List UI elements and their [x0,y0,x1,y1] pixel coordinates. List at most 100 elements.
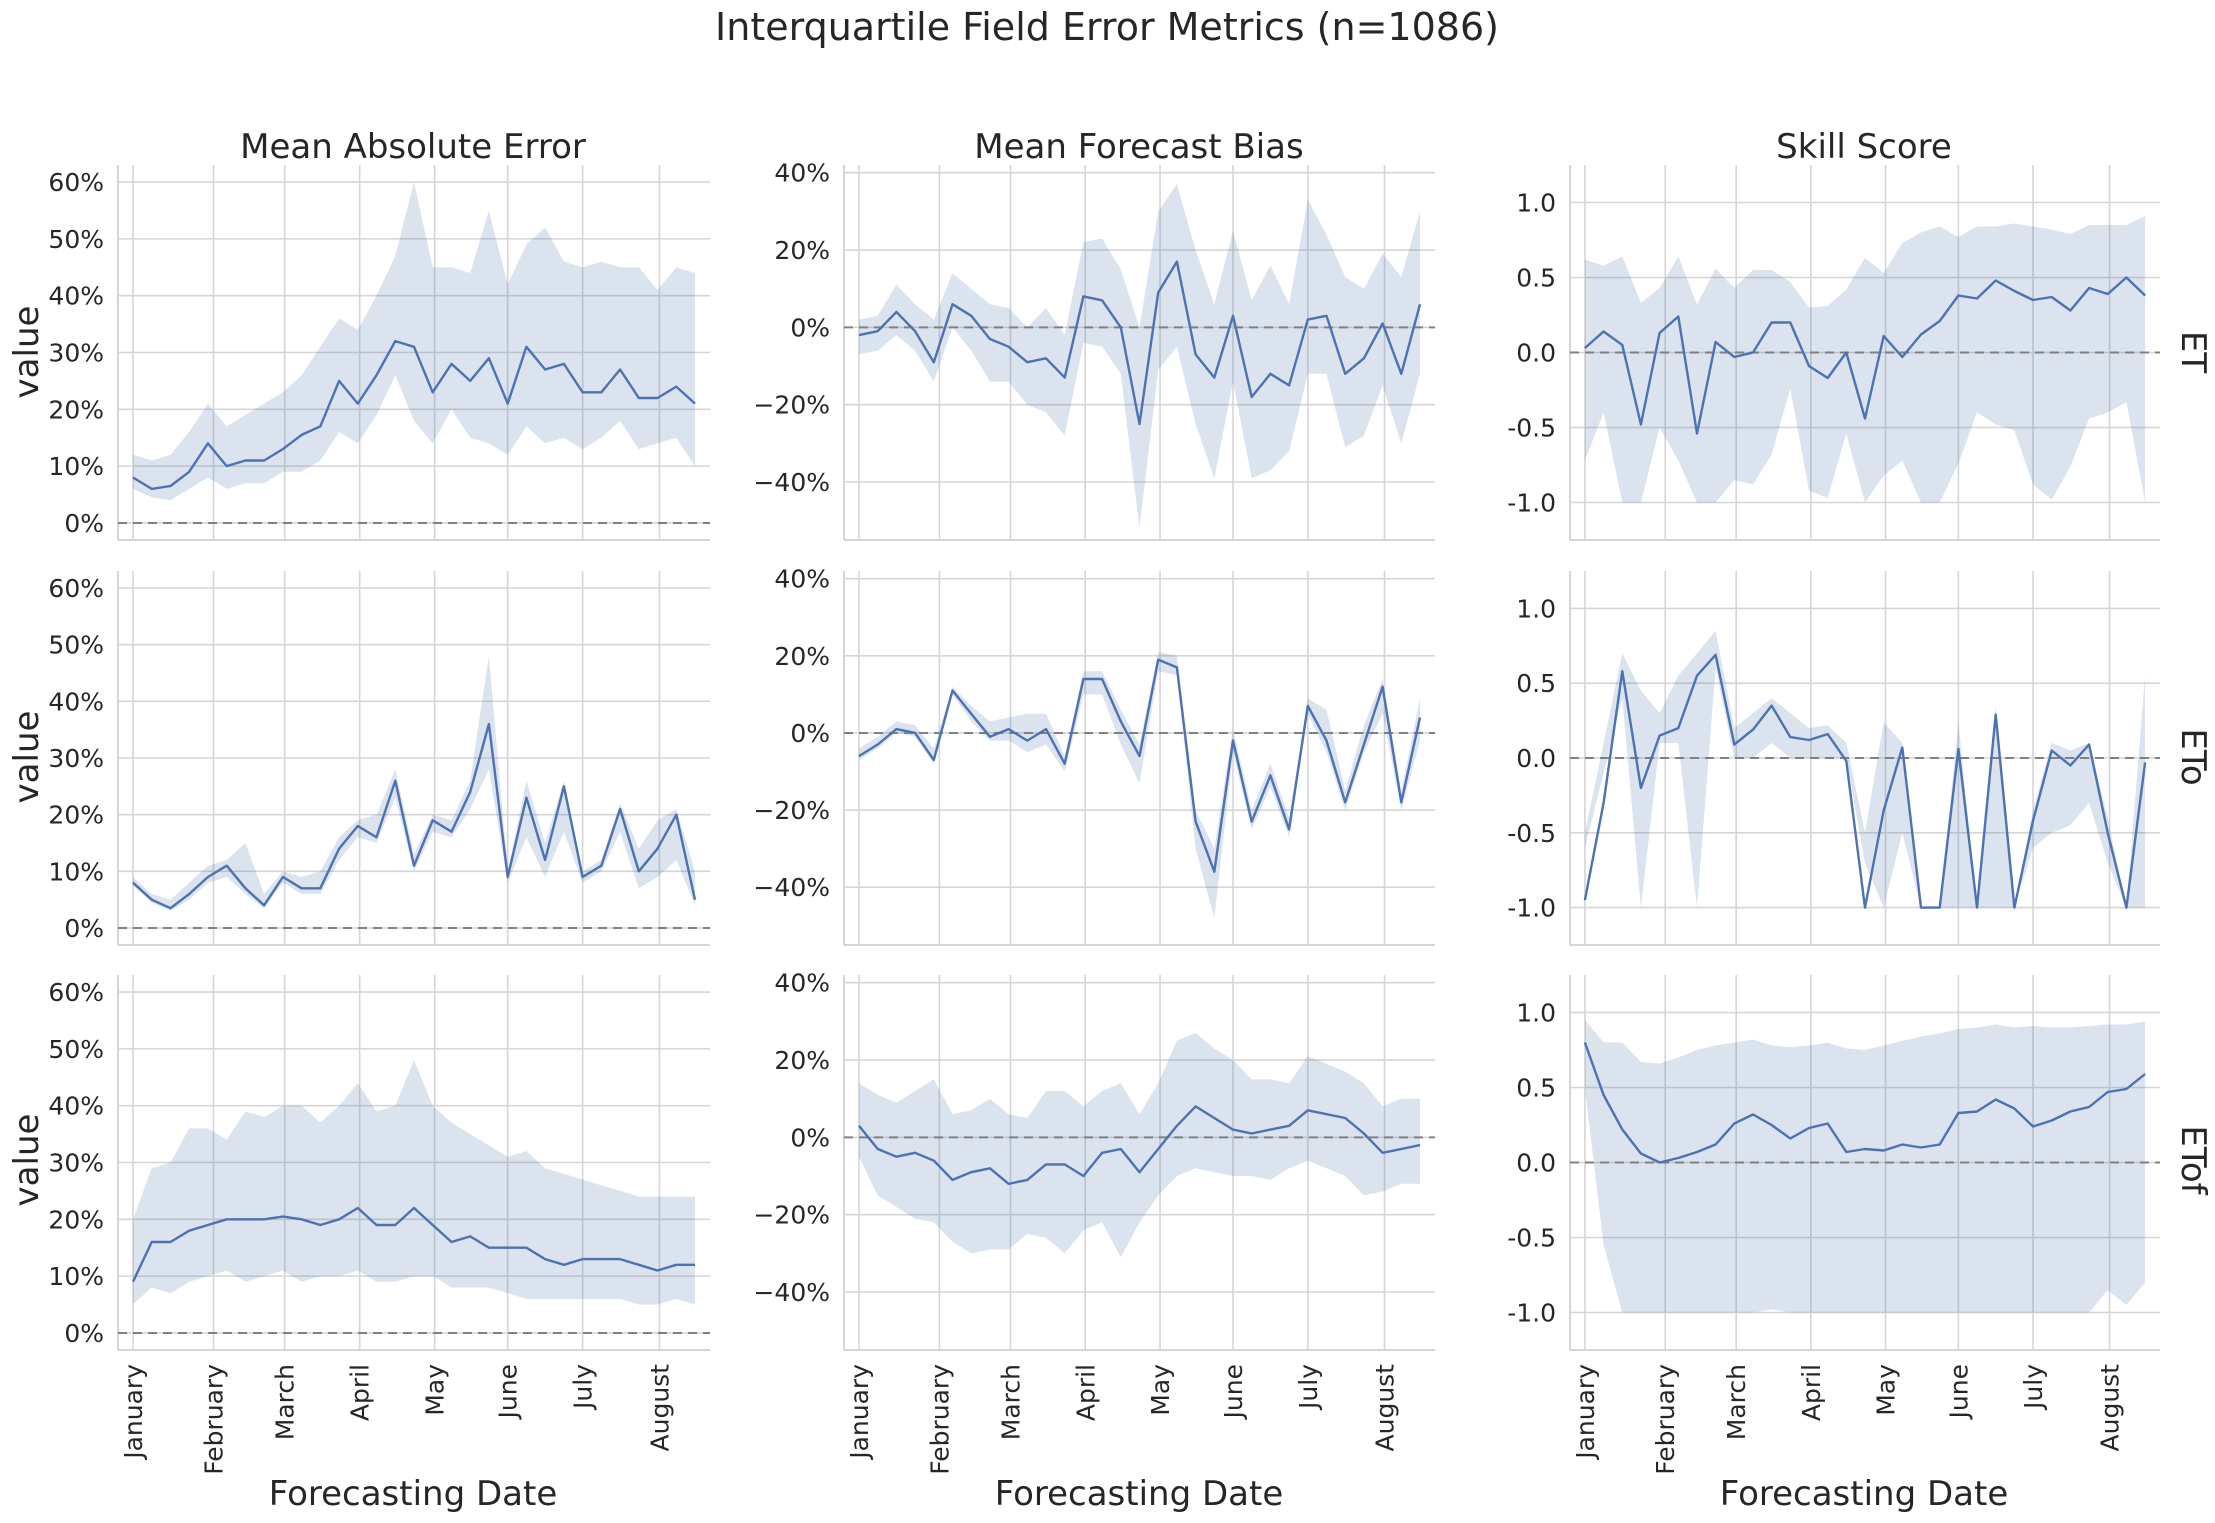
panel-eto-mae: 0% 10% 20% 30% 40% 50% 60% [48,571,710,946]
panel-eto-bias: −40% −20% 0% 20% 40% [753,565,1435,946]
y-tick-label: 40% [774,969,830,998]
column-title-skill: Skill Score [1776,127,1952,167]
y-axis-label-row-3: value [7,1114,47,1207]
y-tick-label: 0% [790,313,830,342]
median-line [131,1206,695,1283]
y-tick-label: −40% [753,1278,830,1307]
x-tick-label: May [1146,1364,1175,1416]
y-tick-label: 1.0 [1516,189,1556,218]
iqr-band [859,184,1420,529]
y-tick-label: 10% [48,857,104,886]
y-tick-label: -1.0 [1507,894,1556,923]
y-tick-label: 40% [48,687,104,716]
y-tick-label: 40% [48,1092,104,1121]
y-tick-label: 30% [48,339,104,368]
iqr-band [859,652,1420,918]
x-tick-label: August [645,1364,674,1452]
x-tick-label: April [1797,1364,1826,1421]
y-tick-label: 40% [774,159,830,188]
y-tick-label: 1.0 [1516,999,1556,1028]
median-line [1583,1042,2146,1164]
median-line [1584,276,2146,435]
y-tick-label: -1.0 [1507,489,1556,518]
panel-et-skill: -1.0 -0.5 0.0 0.5 1.0 [1507,165,2160,541]
y-tick-label: 0.5 [1516,1074,1556,1103]
iqr-band [1584,216,2146,503]
y-tick-label: 0% [64,1319,104,1348]
x-tick-label: July [2019,1364,2048,1411]
x-tick-label: March [996,1364,1025,1440]
y-tick-label: 30% [48,1149,104,1178]
y-tick-label: 20% [48,1205,104,1234]
x-tick-label: July [1294,1364,1323,1411]
y-tick-label: 20% [774,236,830,265]
y-tick-label: −40% [753,468,830,497]
x-tick-label: March [1722,1364,1751,1440]
iqr-band [1584,630,2146,908]
y-tick-label: -0.5 [1507,414,1556,443]
median-line [858,1105,1421,1186]
iqr-band [859,1033,1420,1258]
y-tick-label: 20% [48,395,104,424]
median-line [1583,653,2147,909]
x-tick-label: April [1071,1364,1100,1421]
y-tick-label: 60% [48,168,104,197]
y-tick-label: 40% [774,565,830,594]
y-tick-label: 0% [64,914,104,943]
iqr-band [133,182,695,501]
y-tick-label: 0.5 [1516,669,1556,698]
panel-grid: 0% 10% 20% 30% 40% 50% 60% −40% −20% 0% 20% 40% -1.0… [48,159,2160,1475]
column-title-mae: Mean Absolute Error [240,127,586,167]
y-tick-label: 1.0 [1516,594,1556,623]
iqr-band [133,1060,695,1305]
y-axis-label-row-1: value [7,306,47,399]
x-tick-label: July [569,1364,598,1411]
x-tick-label: April [346,1364,375,1421]
x-tick-label: August [2096,1364,2125,1452]
x-tick-label: June [494,1364,523,1420]
panel-et-bias: −40% −20% 0% 20% 40% [753,159,1435,541]
panel-eto-skill: -1.0 -0.5 0.0 0.5 1.0 [1507,571,2160,946]
y-tick-label: 40% [48,282,104,311]
y-tick-label: −20% [753,1201,830,1230]
y-tick-label: 0.5 [1516,264,1556,293]
y-tick-label: 20% [774,1046,830,1075]
x-tick-label: May [421,1364,450,1416]
x-tick-label: January [845,1364,874,1461]
y-tick-label: 0% [790,719,830,748]
y-axis-label-row-2: value [7,711,47,804]
column-title-bias: Mean Forecast Bias [974,127,1303,167]
median-line [132,339,696,491]
x-tick-label: June [1219,1364,1248,1420]
x-tick-label: February [925,1364,954,1475]
y-tick-label: 0% [64,509,104,538]
y-tick-label: 60% [48,978,104,1007]
median-line [858,658,1422,873]
x-tick-label: June [1944,1364,1973,1420]
chart-title: Interquartile Field Error Metrics (n=108… [715,5,1499,49]
y-tick-label: 0.0 [1516,744,1556,773]
y-tick-label: 50% [48,631,104,660]
x-tick-label: February [200,1364,229,1475]
y-tick-label: 20% [48,801,104,830]
x-tick-label: August [1371,1364,1400,1452]
panel-etof-skill: -1.0 -0.5 0.0 0.5 1.0 January February March Apr… [1507,975,2160,1475]
row-label-et: ET [2173,331,2213,373]
y-tick-label: −40% [753,873,830,902]
x-tick-label: January [1571,1364,1600,1461]
y-tick-label: -0.5 [1507,1224,1556,1253]
x-axis-label-col-2: Forecasting Date [995,1474,1284,1514]
y-tick-label: 10% [48,1262,104,1291]
y-tick-label: 0.0 [1516,339,1556,368]
x-tick-label: March [271,1364,300,1440]
x-axis-label-col-1: Forecasting Date [269,1474,558,1514]
y-tick-label: 0% [790,1123,830,1152]
row-label-eto: ETo [2173,728,2213,785]
y-tick-label: -1.0 [1507,1299,1556,1328]
y-tick-label: 50% [48,1035,104,1064]
x-tick-label: February [1651,1364,1680,1475]
iqr-band [133,656,695,911]
iqr-band [1584,1020,2146,1313]
row-label-etof: ETof [2173,1125,2213,1195]
y-tick-label: 10% [48,452,104,481]
